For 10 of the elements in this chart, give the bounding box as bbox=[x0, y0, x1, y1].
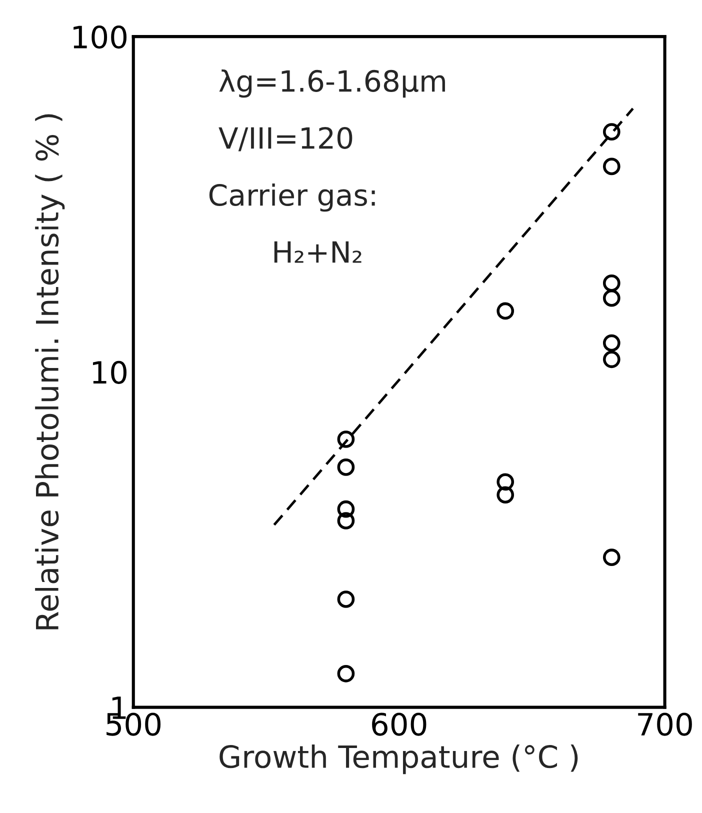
y-axis-title: Relative Photolumi. Intensity ( % ) bbox=[35, 114, 65, 630]
x-axis-title: Growth Tempature (°C ) bbox=[220, 744, 578, 774]
x-tick-label: 700 bbox=[638, 712, 692, 736]
annotation: H₂+N₂ bbox=[274, 241, 362, 263]
annotation: V/III=120 bbox=[218, 126, 352, 152]
y-tick-label: 100 bbox=[74, 26, 126, 49]
x-tick-label: 600 bbox=[372, 712, 426, 736]
annotation: λg=1.6-1.68μm bbox=[219, 69, 445, 98]
annotation: Carrier gas: bbox=[209, 183, 375, 212]
y-tick-label: 10 bbox=[92, 360, 126, 384]
